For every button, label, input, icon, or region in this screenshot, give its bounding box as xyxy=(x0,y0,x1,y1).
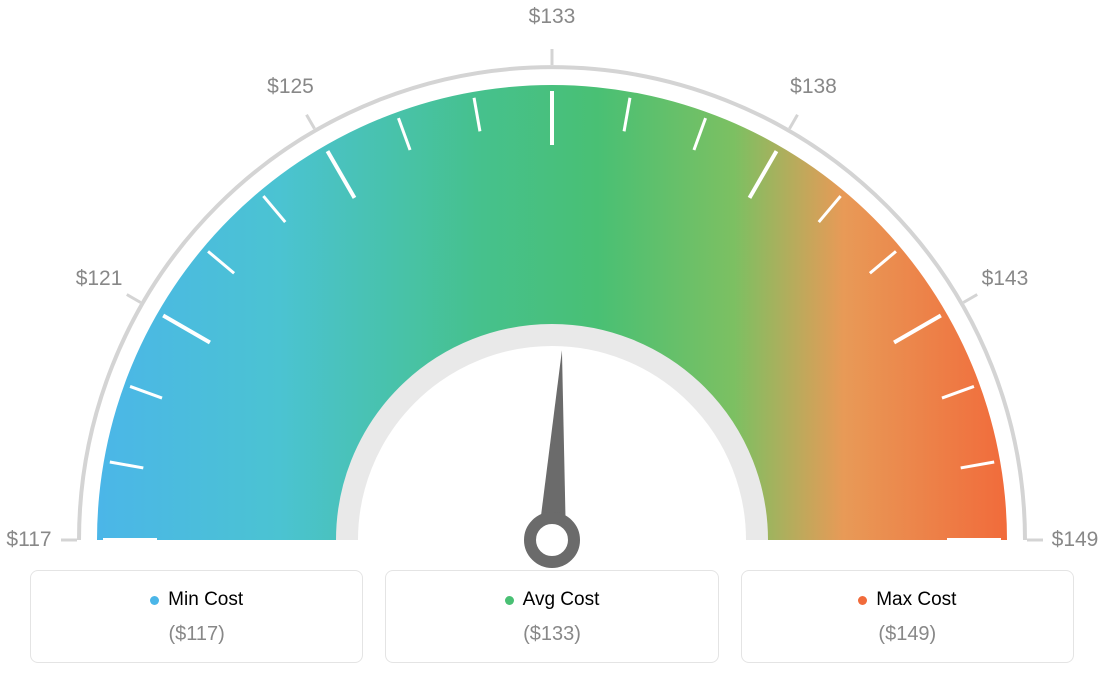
gauge-tick-label: $149 xyxy=(1052,528,1099,552)
gauge-tick-label: $133 xyxy=(529,5,576,29)
legend-label-max: Max Cost xyxy=(876,589,956,611)
legend-dot-avg xyxy=(505,596,514,605)
gauge-outer-tick xyxy=(307,115,315,129)
legend-dot-min xyxy=(150,596,159,605)
legend-title-max: Max Cost xyxy=(858,589,956,611)
legend-label-avg: Avg Cost xyxy=(523,589,600,611)
legend-dot-max xyxy=(858,596,867,605)
legend-label-min: Min Cost xyxy=(168,589,243,611)
gauge-tick-label: $121 xyxy=(76,267,123,291)
gauge-tick-label: $117 xyxy=(6,528,51,552)
chart-container: $117 $121 $125 $133 $138 $143 $149 Min Cost ($… xyxy=(0,0,1104,690)
gauge-outer-tick xyxy=(790,115,798,129)
gauge-tick-label: $138 xyxy=(790,75,837,99)
legend-value-min: ($117) xyxy=(41,623,352,646)
gauge-tick-label: $143 xyxy=(982,267,1029,291)
gauge-area: $117 $121 $125 $133 $138 $143 $149 xyxy=(0,0,1104,570)
gauge-svg xyxy=(0,0,1104,570)
legend-title-min: Min Cost xyxy=(150,589,243,611)
legend-value-max: ($149) xyxy=(752,623,1063,646)
legend-value-avg: ($133) xyxy=(396,623,707,646)
gauge-outer-tick xyxy=(963,295,977,303)
gauge-outer-tick xyxy=(127,295,141,303)
legend-title-avg: Avg Cost xyxy=(505,589,600,611)
legend-card-min: Min Cost ($117) xyxy=(30,570,363,663)
legend-row: Min Cost ($117) Avg Cost ($133) Max Cost… xyxy=(0,570,1104,663)
legend-card-avg: Avg Cost ($133) xyxy=(385,570,718,663)
gauge-pivot xyxy=(530,518,574,562)
gauge-tick-label: $125 xyxy=(267,75,314,99)
legend-card-max: Max Cost ($149) xyxy=(741,570,1074,663)
